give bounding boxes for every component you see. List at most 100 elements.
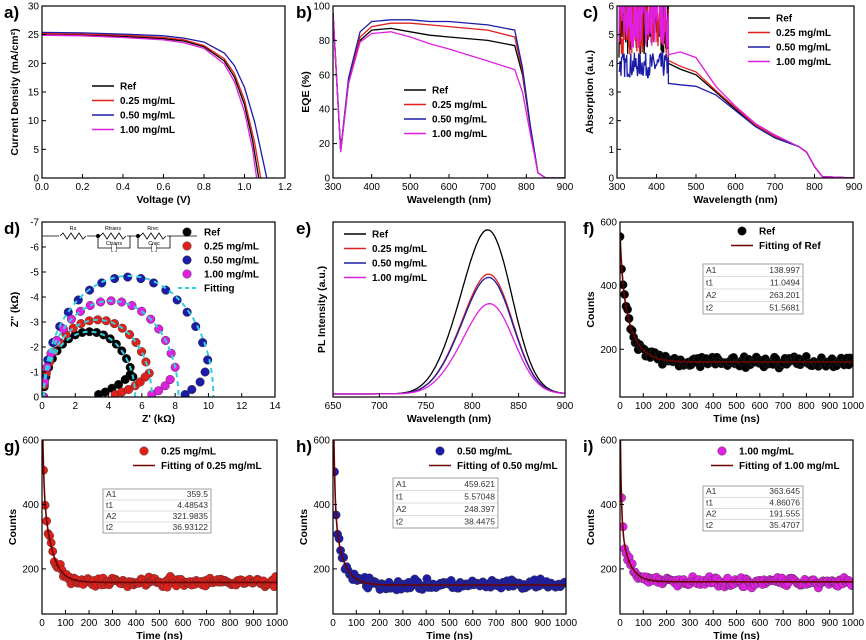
legend-label: 0.25 mg/mL xyxy=(161,447,216,458)
fit-param-value: 35.4707 xyxy=(769,520,800,530)
x-axis-label: Wavelength (nm) xyxy=(407,194,491,206)
x-tick-label: 700 xyxy=(767,182,784,193)
y-axis-label: Counts xyxy=(298,509,310,545)
x-tick-label: 700 xyxy=(371,401,388,412)
series-line-0 xyxy=(42,34,260,178)
legend-label: Fitting of 0.50 mg/mL xyxy=(457,461,558,472)
series-line-2 xyxy=(42,31,268,178)
x-tick-label: 400 xyxy=(418,618,435,629)
legend-label: 1.00 mg/mL xyxy=(776,57,831,68)
data-point xyxy=(620,232,625,242)
x-tick-label: 600 xyxy=(751,618,768,629)
fit-param-value: 459.621 xyxy=(464,479,495,489)
fitting-curve xyxy=(42,299,180,397)
legend-label: Ref xyxy=(432,86,449,97)
legend-label: Ref xyxy=(204,228,221,239)
legend-label: Ref xyxy=(776,14,793,25)
x-tick-label: 400 xyxy=(363,182,380,193)
x-tick-label: 500 xyxy=(728,401,745,412)
data-point xyxy=(153,386,163,396)
fit-param-name: t2 xyxy=(396,517,403,527)
y-tick-label: -1 xyxy=(30,368,39,379)
x-tick-label: 300 xyxy=(609,182,626,193)
y-axis-label: Counts xyxy=(585,291,597,327)
data-point xyxy=(187,385,197,395)
fit-param-value: 138.997 xyxy=(769,265,800,275)
y-axis-label: Counts xyxy=(585,509,597,545)
x-tick-label: 6 xyxy=(139,401,145,412)
x-tick-label: 200 xyxy=(371,618,388,629)
x-tick-label: 900 xyxy=(245,618,262,629)
fit-param-value: 38.4475 xyxy=(464,517,495,527)
y-tick-label: 5 xyxy=(33,145,39,156)
data-point xyxy=(127,301,137,311)
data-point xyxy=(85,301,95,311)
legend-label: 0.25 mg/mL xyxy=(776,28,831,39)
y-tick-label: 0 xyxy=(33,393,39,404)
legend-marker xyxy=(139,446,149,456)
x-tick-label: 800 xyxy=(798,401,815,412)
legend-label: 1.00 mg/mL xyxy=(372,273,427,284)
fit-curve xyxy=(620,440,853,583)
y-tick-label: 400 xyxy=(600,500,617,511)
x-tick-label: 10 xyxy=(203,401,215,412)
capacitor-gap xyxy=(112,245,116,251)
plot-area xyxy=(333,12,565,178)
legend-label: Ref xyxy=(120,82,137,93)
fit-param-name: A1 xyxy=(106,489,117,499)
y-tick-label: 200 xyxy=(600,564,617,575)
resistor-icon xyxy=(139,232,167,240)
x-tick-label: 600 xyxy=(464,618,481,629)
x-tick-label: 0 xyxy=(617,618,623,629)
x-tick-label: 1.0 xyxy=(238,182,252,193)
data-point xyxy=(137,347,147,357)
y-tick-label: 30 xyxy=(28,2,40,13)
x-tick-label: 400 xyxy=(705,401,722,412)
circuit-label: Ctrans xyxy=(106,241,122,247)
x-tick-label: 300 xyxy=(682,618,699,629)
x-tick-label: 12 xyxy=(236,401,248,412)
x-tick-label: 500 xyxy=(441,618,458,629)
fit-param-value: 5.57048 xyxy=(464,492,495,502)
x-axis-label: Time (ns) xyxy=(713,413,759,425)
fit-param-value: 4.48543 xyxy=(177,500,208,510)
legend-label: 1.00 mg/mL xyxy=(432,129,487,140)
x-tick-label: 800 xyxy=(511,618,528,629)
panel-d: 0 2 4 6 8 10 12 14 0 -1 -2 -3 -4 -5 -6 -7 Z' (kΩ) Z'' (kΩ… xyxy=(4,218,281,426)
series-line-1 xyxy=(42,32,262,178)
legend-label: 0.25 mg/mL xyxy=(372,244,427,255)
y-tick-label: 200 xyxy=(313,564,330,575)
equivalent-circuit: Rs Rtrans Rrec Ctrans Crec xyxy=(42,226,197,252)
series-line-2 xyxy=(333,276,565,395)
legend-marker xyxy=(182,227,192,237)
y-tick-label: 60 xyxy=(319,70,331,81)
x-tick-label: 200 xyxy=(658,618,675,629)
fit-curve xyxy=(620,233,853,363)
y-tick-label: 3 xyxy=(608,88,614,99)
x-tick-label: 700 xyxy=(488,618,505,629)
x-tick-label: 900 xyxy=(846,182,863,193)
data-point xyxy=(195,377,205,387)
panel-label: f) xyxy=(583,219,594,238)
circuit-node xyxy=(136,234,140,238)
data-point xyxy=(123,272,133,282)
y-tick-label: -6 xyxy=(30,243,39,254)
y-tick-label: 0 xyxy=(608,174,614,185)
fit-param-value: 191.555 xyxy=(769,509,800,519)
y-tick-label: 400 xyxy=(313,500,330,511)
x-tick-label: 8 xyxy=(172,401,178,412)
x-tick-label: 300 xyxy=(682,401,699,412)
circuit-label: Crec xyxy=(148,241,160,247)
x-tick-label: 700 xyxy=(479,182,496,193)
x-tick-label: 0.0 xyxy=(35,182,49,193)
fit-param-name: t1 xyxy=(706,497,713,507)
plot-area xyxy=(42,31,268,178)
x-tick-label: 900 xyxy=(534,618,551,629)
plot-frame xyxy=(332,5,566,179)
fit-curve xyxy=(333,440,566,586)
legend-marker xyxy=(435,446,445,456)
x-tick-label: 500 xyxy=(688,182,705,193)
resistor-icon xyxy=(99,232,127,240)
series-line-1 xyxy=(619,6,854,178)
